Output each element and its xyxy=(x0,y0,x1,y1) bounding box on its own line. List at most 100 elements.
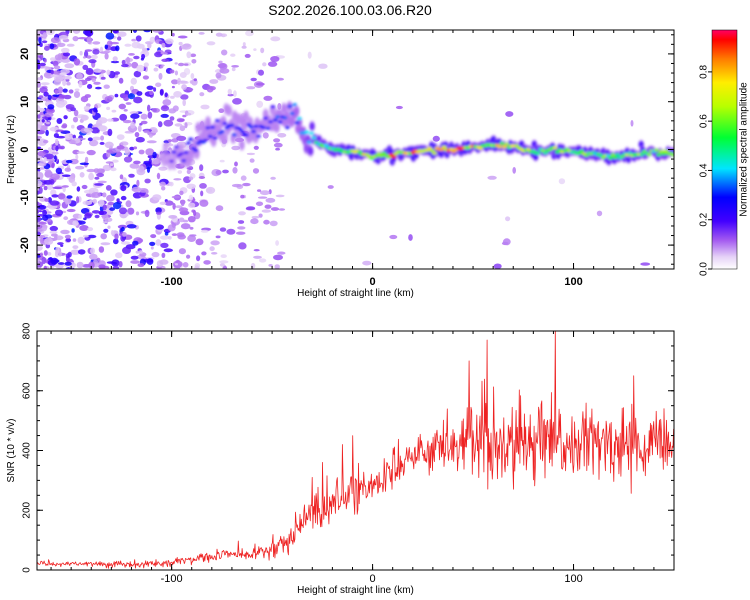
noise-blob xyxy=(238,242,247,250)
noise-blob xyxy=(84,49,93,52)
noise-blob xyxy=(51,194,59,198)
noise-blob xyxy=(43,139,49,144)
noise-blob xyxy=(88,172,94,181)
ridge-core xyxy=(219,130,225,134)
noise-blob xyxy=(164,92,168,98)
noise-blob xyxy=(104,96,113,103)
noise-blob xyxy=(151,251,160,258)
noise-blob xyxy=(79,225,89,231)
x-axis-label: Height of straight line (km) xyxy=(297,288,414,299)
noise-blob xyxy=(115,45,120,52)
noise-blob xyxy=(189,234,197,237)
noise-blob xyxy=(184,122,188,129)
noise-blob xyxy=(130,113,140,119)
noise-blob xyxy=(75,165,85,170)
noise-blob xyxy=(253,48,257,51)
noise-blob xyxy=(171,233,178,237)
ridge-core xyxy=(205,126,211,130)
ridge-core xyxy=(579,149,584,153)
noise-blob xyxy=(186,51,192,59)
noise-blob xyxy=(253,255,262,259)
noise-blob xyxy=(37,163,45,166)
noise-blob xyxy=(270,176,276,180)
noise-blob xyxy=(45,129,49,136)
noise-blob xyxy=(99,210,107,215)
noise-blob xyxy=(178,207,189,213)
noise-blob xyxy=(210,240,220,246)
noise-blob xyxy=(46,121,50,125)
noise-blob xyxy=(189,80,194,84)
noise-blob xyxy=(136,91,143,96)
noise-blob xyxy=(112,159,119,163)
noise-blob xyxy=(195,238,204,246)
noise-blob xyxy=(104,44,109,50)
ridge-core xyxy=(277,120,283,124)
y-tick-label: 400 xyxy=(22,442,33,459)
noise-blob xyxy=(42,209,47,216)
noise-blob xyxy=(94,183,104,186)
noise-blob xyxy=(235,231,246,235)
noise-blob xyxy=(558,178,566,185)
ridge-core xyxy=(188,137,194,141)
noise-blob xyxy=(133,30,137,33)
y-tick-label: -20 xyxy=(19,237,31,253)
noise-blob xyxy=(182,99,186,107)
ridge-core xyxy=(195,141,201,145)
noise-blob xyxy=(178,248,186,255)
noise-blob xyxy=(44,198,50,202)
noise-blob xyxy=(190,73,195,80)
noise-blob xyxy=(97,180,107,184)
noise-blob xyxy=(122,119,132,124)
noise-blob xyxy=(64,63,75,69)
ridge-core xyxy=(287,104,293,108)
noise-blob xyxy=(258,258,267,263)
noise-blob xyxy=(50,173,60,180)
noise-blob xyxy=(50,74,59,78)
noise-blob xyxy=(129,163,140,169)
noise-blob xyxy=(408,234,413,241)
noise-blob xyxy=(39,62,46,67)
noise-blob xyxy=(76,72,83,80)
noise-blob xyxy=(120,195,127,201)
ridge-core xyxy=(248,125,254,129)
ridge-core xyxy=(620,154,625,158)
noise-blob xyxy=(144,178,151,184)
noise-blob xyxy=(110,189,118,196)
x-tick-label: -100 xyxy=(161,276,183,288)
noise-blob xyxy=(237,220,245,224)
noise-blob xyxy=(62,174,71,177)
noise-blob xyxy=(161,252,166,258)
noise-blob xyxy=(199,183,207,189)
noise-blob xyxy=(138,149,145,155)
noise-blob xyxy=(191,59,197,64)
noise-blob xyxy=(58,251,63,257)
ridge-core xyxy=(186,141,191,145)
noise-blob xyxy=(110,229,115,236)
ridge-core xyxy=(379,154,384,158)
noise-blob xyxy=(218,108,225,113)
noise-blob xyxy=(257,189,262,192)
noise-blob xyxy=(51,162,55,169)
noise-blob xyxy=(72,30,81,34)
colorbar-tick-label: 0.2 xyxy=(699,212,710,226)
noise-blob xyxy=(164,231,169,236)
x-tick-label: 100 xyxy=(564,573,582,585)
noise-blob xyxy=(93,168,100,174)
ridge-core xyxy=(429,149,435,153)
noise-blob xyxy=(269,220,278,227)
ridge-core xyxy=(183,151,189,155)
ridge-core xyxy=(502,145,507,149)
noise-blob xyxy=(135,211,140,216)
noise-blob xyxy=(59,72,67,76)
noise-blob xyxy=(150,158,161,165)
noise-blob xyxy=(90,247,95,255)
ridge-core xyxy=(229,123,235,127)
noise-blob xyxy=(274,264,280,269)
noise-blob xyxy=(221,49,228,56)
noise-blob xyxy=(37,135,42,139)
ridge-core xyxy=(282,116,288,120)
noise-blob xyxy=(178,41,183,46)
noise-blob xyxy=(156,172,161,180)
noise-blob xyxy=(159,89,164,96)
